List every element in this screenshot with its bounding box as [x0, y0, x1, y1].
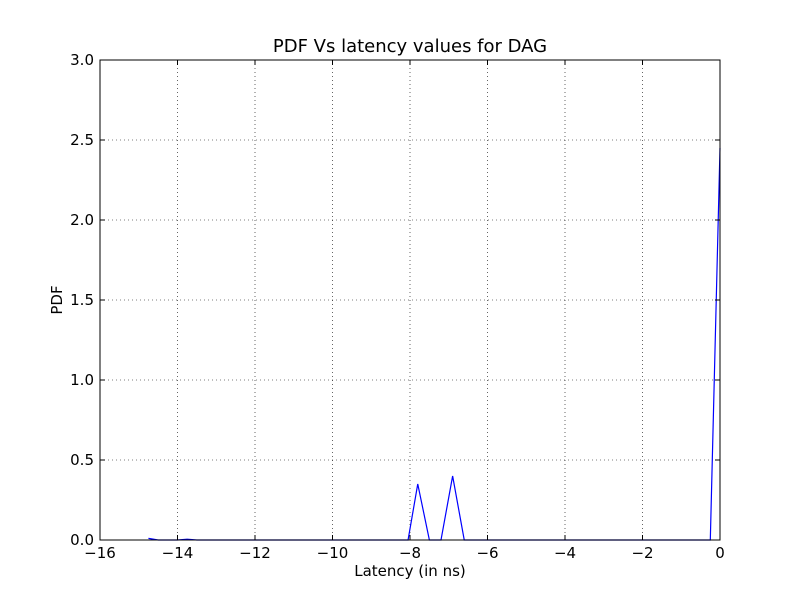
x-tick-label: −14 [162, 544, 194, 562]
x-tick-label: −16 [84, 544, 116, 562]
x-tick-label: −12 [239, 544, 271, 562]
grid-lines [100, 60, 720, 540]
y-tick-label: 2.5 [70, 131, 94, 149]
ticks: −16 −14 −12 −10 −8 −6 −4 −2 0 0.0 0.5 1.0 1.5 2.0 2.5 3… [70, 51, 725, 562]
y-tick-label: 1.0 [70, 371, 94, 389]
y-tick-label: 2.0 [70, 211, 94, 229]
x-tick-label: −2 [631, 544, 653, 562]
x-tick-label: −8 [399, 544, 421, 562]
chart-title: PDF Vs latency values for DAG [273, 36, 547, 57]
x-axis-label: Latency (in ns) [354, 562, 466, 580]
y-axis-label: PDF [48, 285, 66, 314]
y-tick-label: 0.5 [70, 451, 94, 469]
x-tick-label: −4 [554, 544, 576, 562]
x-tick-label: −10 [317, 544, 349, 562]
x-tick-label: −6 [476, 544, 498, 562]
y-tick-label: 1.5 [70, 291, 94, 309]
y-tick-label: 3.0 [70, 51, 94, 69]
y-tick-label: 0.0 [70, 531, 94, 549]
x-tick-label: 0 [715, 544, 725, 562]
